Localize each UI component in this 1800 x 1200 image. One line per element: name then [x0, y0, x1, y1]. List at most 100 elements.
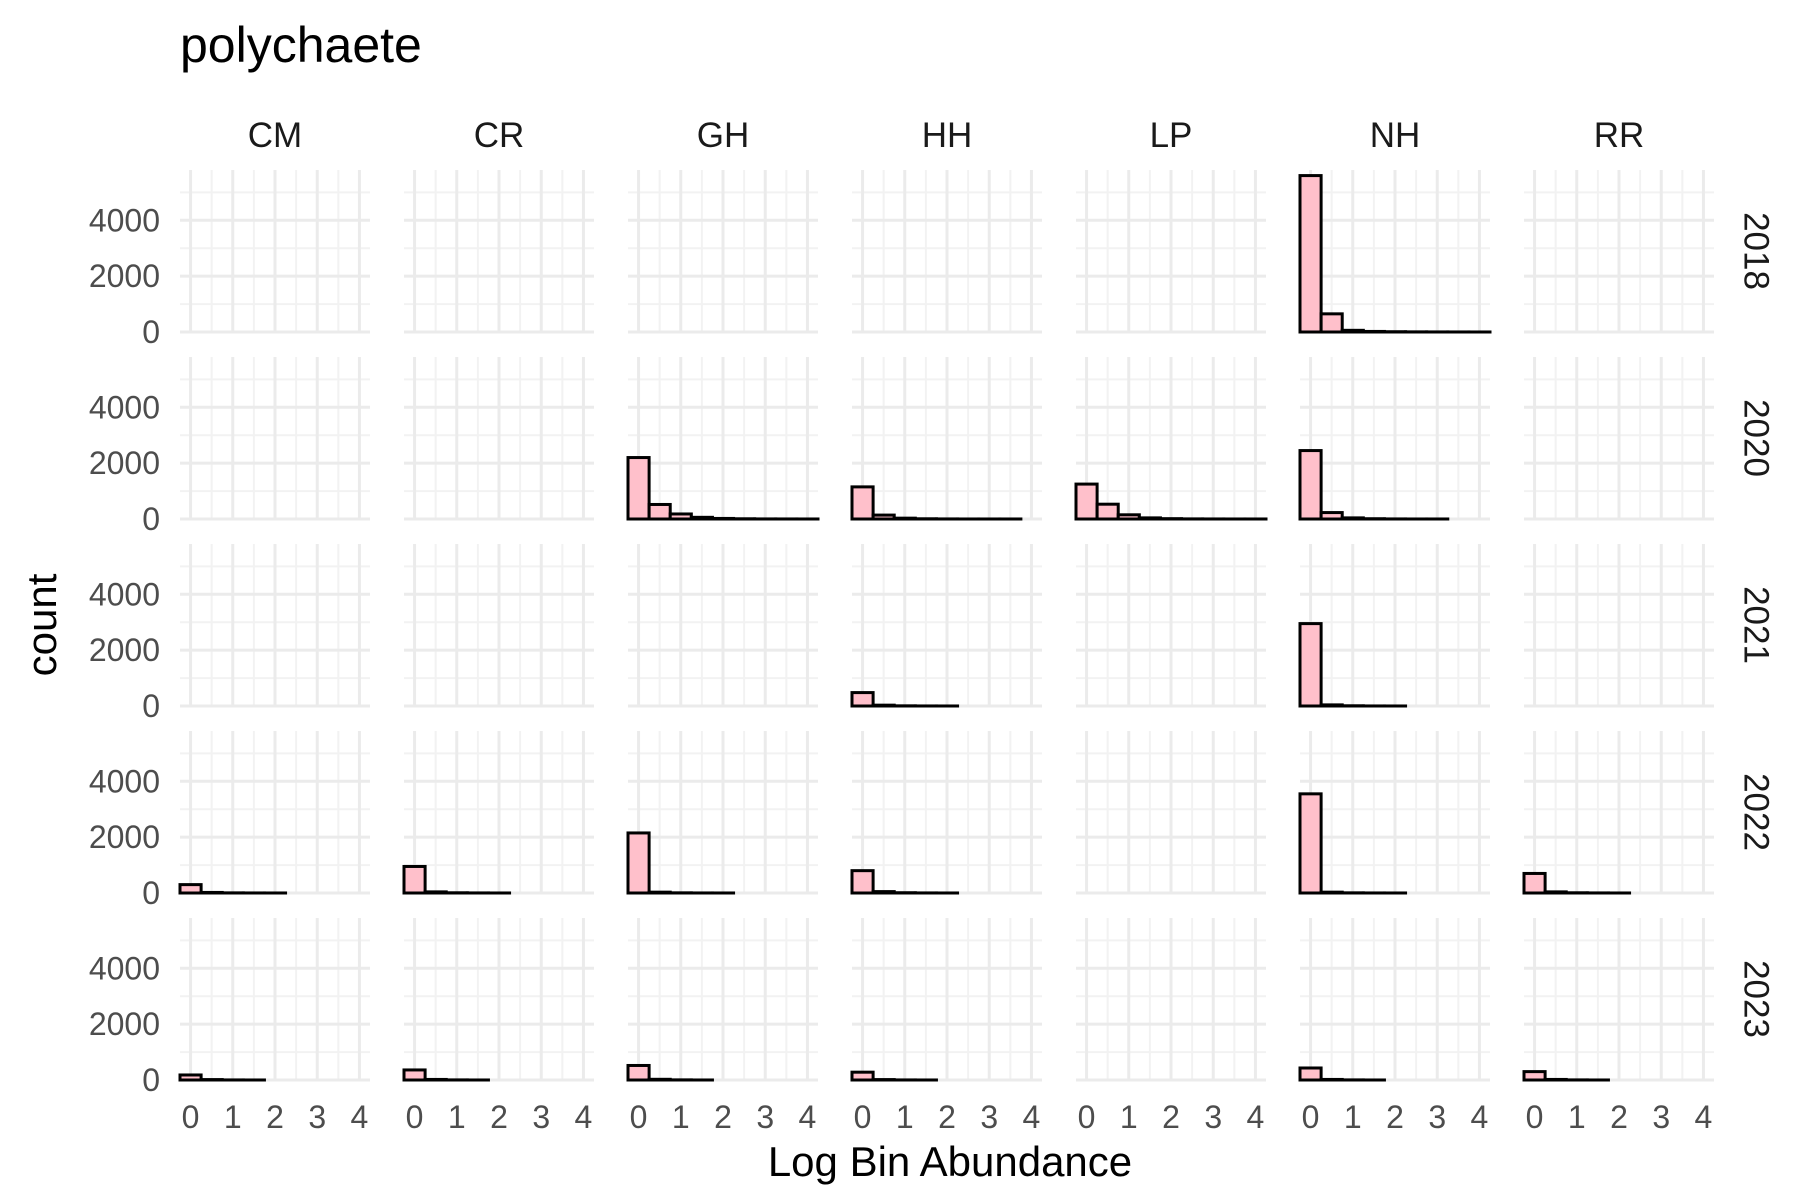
facet-strip-2022: 2022 [1737, 773, 1776, 851]
facet-panel-CM-2021 [180, 544, 370, 708]
facet-panel-LP-2018 [1076, 170, 1266, 334]
facet-strip-NH: NH [1370, 116, 1421, 155]
histogram-RR-2022 [1522, 871, 1632, 895]
histogram-bar [1522, 1070, 1547, 1082]
histogram-bar [1319, 511, 1344, 521]
facet-panel-RR-2022 [1524, 731, 1714, 895]
x-tick-label: 1 [672, 1099, 690, 1135]
histogram-bar [710, 516, 736, 521]
facet-strips: CM CR GH HH LP NH RR 2018 2020 2021 2022 2023 [248, 116, 1776, 1038]
y-tick-label: 2000 [89, 632, 160, 668]
histogram-bar [626, 1063, 651, 1082]
histogram-bar [1116, 513, 1141, 521]
histogram-bar [647, 890, 672, 895]
facet-panel-HH-2018 [852, 170, 1042, 334]
histogram-bar [1095, 502, 1120, 521]
facet-panel-CM-2018 [180, 170, 370, 334]
histogram-bar [626, 831, 651, 895]
histogram-bar [1298, 792, 1323, 895]
histogram-bar [402, 1068, 427, 1082]
x-tick-label: 0 [630, 1099, 648, 1135]
x-tick-label: 0 [182, 1099, 200, 1135]
facet-panel-GH-2023 [628, 918, 818, 1082]
histogram-bar [1298, 622, 1323, 708]
histogram-bar [423, 1077, 448, 1082]
facet-panel-CR-2020 [404, 357, 594, 521]
histogram-CR-2022 [402, 864, 512, 895]
facet-strip-GH: GH [697, 116, 750, 155]
facet-panel-CM-2023 [180, 918, 370, 1082]
x-tick-label: 4 [1247, 1099, 1265, 1135]
histogram-bar [626, 456, 651, 521]
x-tick-label: 3 [1204, 1099, 1222, 1135]
facet-panel-LP-2022 [1076, 731, 1266, 895]
histogram-bar [178, 883, 203, 895]
histogram-bar [871, 703, 896, 708]
facet-panel-LP-2023 [1076, 918, 1266, 1082]
x-tick-label: 3 [308, 1099, 326, 1135]
x-tick-label: 4 [799, 1099, 817, 1135]
histogram-HH-2023 [850, 1070, 938, 1082]
histogram-bar [689, 515, 714, 521]
facet-panel-HH-2020 [852, 357, 1042, 521]
x-tick-label: 0 [1302, 1099, 1320, 1135]
histogram-bar [1543, 890, 1568, 895]
facet-panel-CM-2022 [180, 731, 370, 895]
x-tick-label: 4 [1471, 1099, 1489, 1135]
histogram-bar [1319, 890, 1344, 895]
facet-strip-CR: CR [474, 116, 525, 155]
x-tick-label: 3 [532, 1099, 550, 1135]
x-tick-label: 4 [1695, 1099, 1713, 1135]
x-tick-label: 1 [1344, 1099, 1362, 1135]
histogram-NH-2023 [1298, 1066, 1386, 1082]
facet-panel-NH-2021 [1300, 544, 1490, 708]
y-tick-label: 4000 [89, 576, 160, 612]
x-tick-label: 1 [448, 1099, 466, 1135]
x-tick-label: 1 [1568, 1099, 1586, 1135]
histogram-NH-2021 [1298, 622, 1408, 708]
histogram-bar [668, 512, 693, 521]
histogram-bar [1319, 703, 1344, 708]
histogram-bar [647, 502, 672, 521]
facet-panel-CM-2020 [180, 357, 370, 521]
y-tick-label: 2000 [89, 258, 160, 294]
facet-strip-2020: 2020 [1737, 399, 1776, 477]
facet-panel-CR-2021 [404, 544, 594, 708]
y-tick-label: 0 [142, 501, 160, 537]
facet-panel-LP-2021 [1076, 544, 1266, 708]
x-tick-label: 3 [1652, 1099, 1670, 1135]
facet-panel-RR-2020 [1524, 357, 1714, 521]
histogram-LP-2020 [1074, 482, 1268, 521]
histogram-RR-2023 [1522, 1070, 1610, 1082]
facet-panel-NH-2020 [1300, 357, 1490, 521]
y-tick-label: 2000 [89, 819, 160, 855]
x-axis-title: Log Bin Abundance [768, 1138, 1132, 1185]
y-tick-label: 0 [142, 314, 160, 350]
facet-panel-NH-2018 [1300, 170, 1490, 334]
facet-strip-HH: HH [922, 116, 973, 155]
x-tick-label: 2 [266, 1099, 284, 1135]
histogram-GH-2020 [626, 456, 820, 521]
y-tick-label: 4000 [89, 950, 160, 986]
facet-strip-LP: LP [1150, 116, 1193, 155]
x-tick-label: 4 [351, 1099, 369, 1135]
x-tick-label: 0 [406, 1099, 424, 1135]
histogram-bar [850, 485, 875, 521]
chart-title: polychaete [180, 17, 422, 73]
y-axis-title: count [18, 573, 65, 676]
facet-panel-GH-2021 [628, 544, 818, 708]
histogram-bar [1543, 1077, 1568, 1082]
histogram-GH-2023 [626, 1063, 714, 1082]
facet-panel-HH-2023 [852, 918, 1042, 1082]
histogram-bar [1319, 1077, 1344, 1082]
facet-strip-CM: CM [248, 116, 302, 155]
y-tick-label: 4000 [89, 389, 160, 425]
x-tick-label: 2 [1386, 1099, 1404, 1135]
histogram-bar [850, 691, 875, 708]
x-tick-label: 1 [1120, 1099, 1138, 1135]
x-tick-label: 3 [1428, 1099, 1446, 1135]
histogram-bar [1137, 516, 1162, 521]
facet-strip-2023: 2023 [1737, 960, 1776, 1038]
facet-panel-CR-2022 [404, 731, 594, 895]
